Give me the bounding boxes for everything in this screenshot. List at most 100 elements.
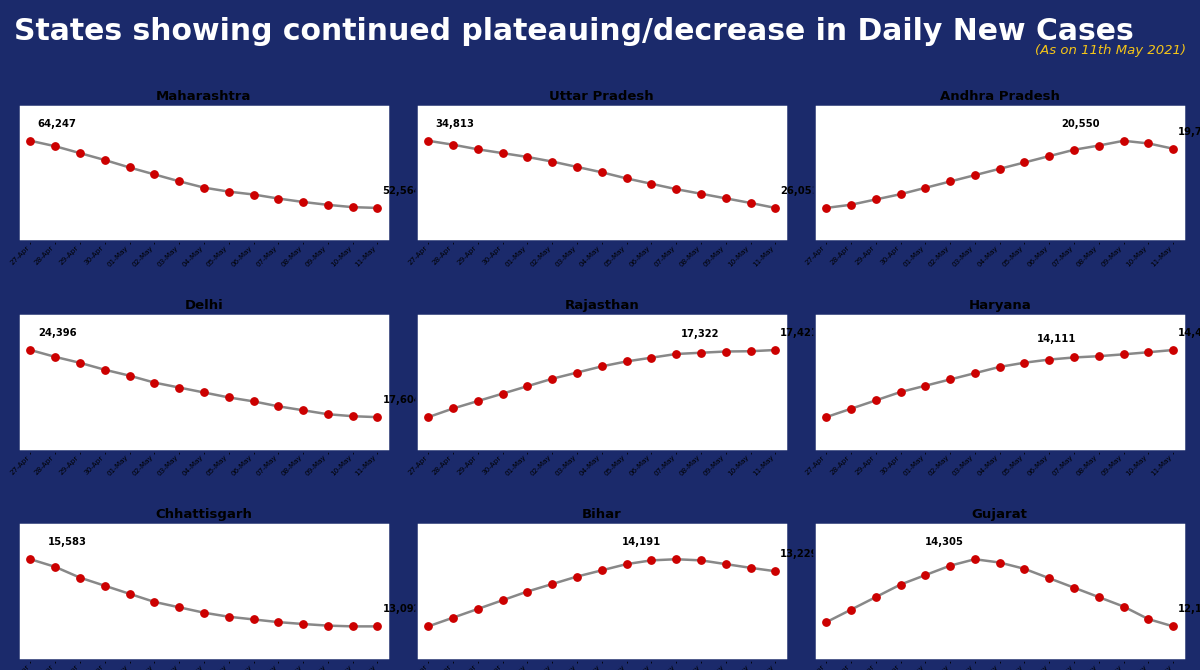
Point: [542, 373, 562, 384]
Point: [1015, 357, 1034, 368]
Point: [841, 403, 860, 414]
Title: Delhi: Delhi: [185, 299, 223, 312]
Point: [120, 371, 139, 381]
Point: [145, 596, 164, 607]
Text: 34,813: 34,813: [436, 119, 474, 129]
Point: [71, 148, 90, 159]
Point: [145, 377, 164, 388]
Point: [120, 162, 139, 173]
Point: [592, 167, 611, 178]
Point: [816, 617, 835, 628]
Point: [518, 151, 538, 162]
Point: [46, 561, 65, 572]
Point: [318, 409, 337, 419]
Point: [71, 358, 90, 369]
Point: [568, 572, 587, 582]
Point: [941, 176, 960, 187]
Point: [841, 200, 860, 210]
Point: [1090, 140, 1109, 151]
Point: [965, 170, 984, 180]
Point: [294, 618, 313, 629]
Text: 24,396: 24,396: [38, 328, 77, 338]
Point: [468, 604, 487, 614]
Point: [890, 189, 910, 200]
Point: [916, 381, 935, 391]
Point: [368, 412, 388, 423]
Title: Maharashtra: Maharashtra: [156, 90, 252, 103]
Point: [419, 621, 438, 632]
Text: 52,564: 52,564: [383, 186, 421, 196]
Point: [1139, 347, 1158, 358]
Point: [244, 396, 263, 407]
Point: [46, 352, 65, 362]
Point: [890, 387, 910, 397]
Point: [592, 565, 611, 576]
Point: [866, 395, 886, 406]
Point: [568, 367, 587, 378]
Point: [444, 612, 463, 623]
Point: [444, 403, 463, 414]
Title: Gujarat: Gujarat: [972, 508, 1027, 521]
Point: [666, 348, 685, 359]
Point: [642, 178, 661, 189]
Point: [941, 560, 960, 571]
Point: [1015, 157, 1034, 168]
Point: [766, 202, 785, 213]
Text: 26,051: 26,051: [780, 186, 820, 196]
Point: [120, 588, 139, 599]
Text: 13,092: 13,092: [383, 604, 421, 614]
Point: [1090, 351, 1109, 362]
Point: [95, 155, 114, 165]
Point: [542, 579, 562, 590]
Point: [592, 361, 611, 372]
Point: [220, 392, 239, 403]
Point: [518, 586, 538, 597]
Point: [716, 193, 736, 204]
Point: [965, 368, 984, 379]
Point: [1164, 143, 1183, 154]
Text: 12,169: 12,169: [1178, 604, 1200, 614]
Point: [343, 202, 362, 212]
Title: Uttar Pradesh: Uttar Pradesh: [550, 90, 654, 103]
Point: [990, 163, 1009, 174]
Point: [691, 555, 710, 565]
Point: [666, 184, 685, 194]
Point: [1039, 573, 1058, 584]
Point: [169, 382, 188, 393]
Point: [493, 148, 512, 159]
Point: [916, 182, 935, 193]
Point: [1114, 135, 1133, 146]
Point: [916, 570, 935, 580]
Title: Chhattisgarh: Chhattisgarh: [156, 508, 252, 521]
Point: [493, 388, 512, 399]
Title: Bihar: Bihar: [582, 508, 622, 521]
Text: 14,406: 14,406: [1178, 328, 1200, 338]
Point: [145, 169, 164, 180]
Text: 14,191: 14,191: [622, 537, 661, 547]
Point: [766, 344, 785, 355]
Point: [990, 362, 1009, 373]
Point: [866, 592, 886, 602]
Point: [1114, 349, 1133, 360]
Point: [1039, 354, 1058, 365]
Point: [766, 566, 785, 577]
Point: [816, 412, 835, 423]
Text: 64,247: 64,247: [38, 119, 77, 129]
Point: [740, 346, 760, 356]
Title: Rajasthan: Rajasthan: [564, 299, 640, 312]
Point: [294, 405, 313, 415]
Point: [444, 139, 463, 150]
Point: [518, 381, 538, 391]
Point: [368, 621, 388, 632]
Text: States showing continued plateauing/decrease in Daily New Cases: States showing continued plateauing/decr…: [14, 17, 1134, 46]
Text: (As on 11th May 2021): (As on 11th May 2021): [1034, 44, 1186, 56]
Point: [642, 555, 661, 565]
Point: [1164, 344, 1183, 355]
Point: [990, 557, 1009, 568]
Point: [1139, 614, 1158, 624]
Point: [965, 554, 984, 565]
Point: [1139, 138, 1158, 149]
Point: [419, 412, 438, 423]
Point: [1090, 592, 1109, 602]
Point: [617, 173, 636, 184]
